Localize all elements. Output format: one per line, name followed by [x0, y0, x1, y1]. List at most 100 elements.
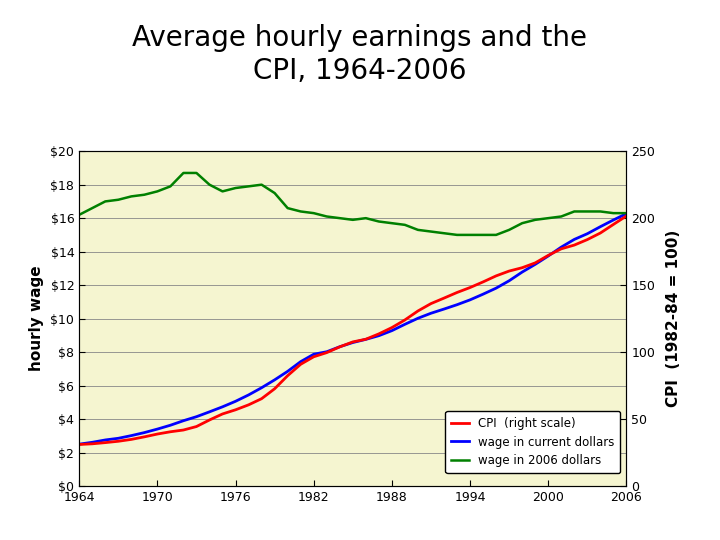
wage in 2006 dollars [257, 181, 266, 188]
wage in current dollars [440, 306, 449, 312]
CPI  (right scale) [374, 330, 383, 337]
wage in 2006 dollars [310, 210, 318, 217]
CPI  (right scale) [153, 431, 162, 437]
wage in current dollars [336, 343, 344, 350]
wage in 2006 dollars [297, 208, 305, 215]
wage in current dollars [622, 211, 631, 217]
wage in 2006 dollars [88, 205, 96, 211]
CPI  (right scale) [270, 386, 279, 392]
wage in 2006 dollars [518, 220, 526, 226]
wage in current dollars [153, 426, 162, 433]
CPI  (right scale) [518, 265, 526, 271]
wage in current dollars [310, 351, 318, 357]
CPI  (right scale) [505, 268, 513, 274]
wage in 2006 dollars [505, 227, 513, 233]
wage in current dollars [531, 261, 539, 268]
wage in 2006 dollars [323, 213, 331, 220]
CPI  (right scale) [413, 308, 422, 314]
wage in current dollars [75, 441, 84, 447]
wage in current dollars [192, 414, 201, 420]
wage in current dollars [544, 253, 552, 259]
wage in current dollars [570, 236, 579, 242]
wage in 2006 dollars [531, 217, 539, 223]
wage in 2006 dollars [75, 212, 84, 218]
CPI  (right scale) [244, 402, 253, 408]
wage in 2006 dollars [609, 210, 618, 217]
CPI  (right scale) [231, 407, 240, 413]
CPI  (right scale) [609, 221, 618, 228]
wage in current dollars [492, 285, 500, 292]
CPI  (right scale) [583, 237, 592, 243]
wage in current dollars [505, 278, 513, 284]
Text: Average hourly earnings and the: Average hourly earnings and the [132, 24, 588, 52]
CPI  (right scale) [531, 260, 539, 266]
wage in current dollars [244, 392, 253, 398]
wage in 2006 dollars [544, 215, 552, 221]
CPI  (right scale) [479, 279, 487, 285]
wage in current dollars [453, 301, 462, 308]
Line: wage in current dollars: wage in current dollars [79, 214, 626, 444]
wage in current dollars [205, 409, 214, 415]
CPI  (right scale) [75, 441, 84, 448]
wage in current dollars [101, 437, 109, 443]
wage in current dollars [348, 339, 357, 346]
wage in 2006 dollars [479, 232, 487, 238]
wage in current dollars [284, 368, 292, 375]
wage in 2006 dollars [348, 217, 357, 223]
wage in 2006 dollars [192, 170, 201, 176]
wage in current dollars [361, 336, 370, 342]
wage in current dollars [400, 321, 409, 328]
CPI  (right scale) [284, 373, 292, 379]
wage in 2006 dollars [336, 215, 344, 221]
CPI  (right scale) [336, 343, 344, 350]
CPI  (right scale) [400, 316, 409, 323]
Text: CPI, 1964-2006: CPI, 1964-2006 [253, 57, 467, 85]
wage in 2006 dollars [413, 227, 422, 233]
wage in 2006 dollars [179, 170, 188, 176]
wage in 2006 dollars [244, 183, 253, 190]
wage in current dollars [374, 333, 383, 339]
wage in current dollars [231, 398, 240, 404]
wage in current dollars [557, 244, 566, 251]
CPI  (right scale) [114, 438, 122, 444]
CPI  (right scale) [310, 354, 318, 360]
CPI  (right scale) [88, 441, 96, 447]
CPI  (right scale) [492, 273, 500, 279]
wage in current dollars [179, 417, 188, 424]
wage in 2006 dollars [400, 221, 409, 228]
CPI  (right scale) [205, 417, 214, 423]
wage in 2006 dollars [492, 232, 500, 238]
CPI  (right scale) [622, 213, 631, 219]
wage in current dollars [166, 422, 175, 428]
wage in current dollars [387, 327, 396, 334]
CPI  (right scale) [101, 440, 109, 446]
wage in 2006 dollars [440, 230, 449, 237]
wage in 2006 dollars [466, 232, 474, 238]
CPI  (right scale) [440, 295, 449, 301]
CPI  (right scale) [179, 427, 188, 433]
wage in current dollars [323, 348, 331, 355]
CPI  (right scale) [192, 423, 201, 430]
CPI  (right scale) [544, 252, 552, 259]
wage in current dollars [479, 291, 487, 298]
wage in 2006 dollars [374, 218, 383, 225]
wage in 2006 dollars [153, 188, 162, 194]
CPI  (right scale) [257, 395, 266, 402]
wage in current dollars [257, 384, 266, 391]
Line: CPI  (right scale): CPI (right scale) [79, 216, 626, 444]
wage in 2006 dollars [570, 208, 579, 215]
wage in current dollars [609, 217, 618, 223]
wage in 2006 dollars [453, 232, 462, 238]
wage in 2006 dollars [583, 208, 592, 215]
Y-axis label: CPI  (1982-84 = 100): CPI (1982-84 = 100) [666, 230, 681, 407]
wage in 2006 dollars [361, 215, 370, 221]
wage in 2006 dollars [205, 181, 214, 188]
wage in 2006 dollars [387, 220, 396, 226]
wage in current dollars [297, 359, 305, 365]
wage in current dollars [583, 231, 592, 237]
wage in 2006 dollars [218, 188, 227, 194]
CPI  (right scale) [218, 411, 227, 417]
wage in current dollars [218, 403, 227, 410]
wage in 2006 dollars [596, 208, 605, 215]
CPI  (right scale) [140, 434, 148, 440]
